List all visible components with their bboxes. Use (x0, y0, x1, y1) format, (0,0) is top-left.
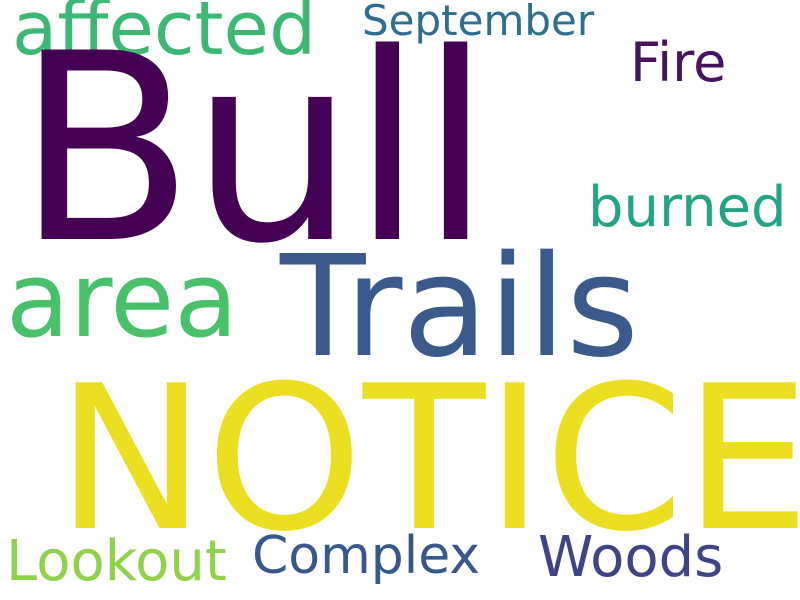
word-trails: Trails (280, 226, 640, 389)
word-september: September (362, 0, 595, 45)
word-complex: Complex (252, 526, 481, 586)
word-woods: Woods (538, 525, 724, 590)
word-bull: Bull (16, 0, 492, 301)
word-lookout: Lookout (6, 529, 227, 594)
word-burned: burned (588, 175, 787, 240)
word-affected: affected (12, 0, 317, 72)
word-fire: Fire (630, 31, 727, 94)
word-area: area (6, 239, 238, 361)
word-notice: NOTICE (56, 343, 800, 576)
